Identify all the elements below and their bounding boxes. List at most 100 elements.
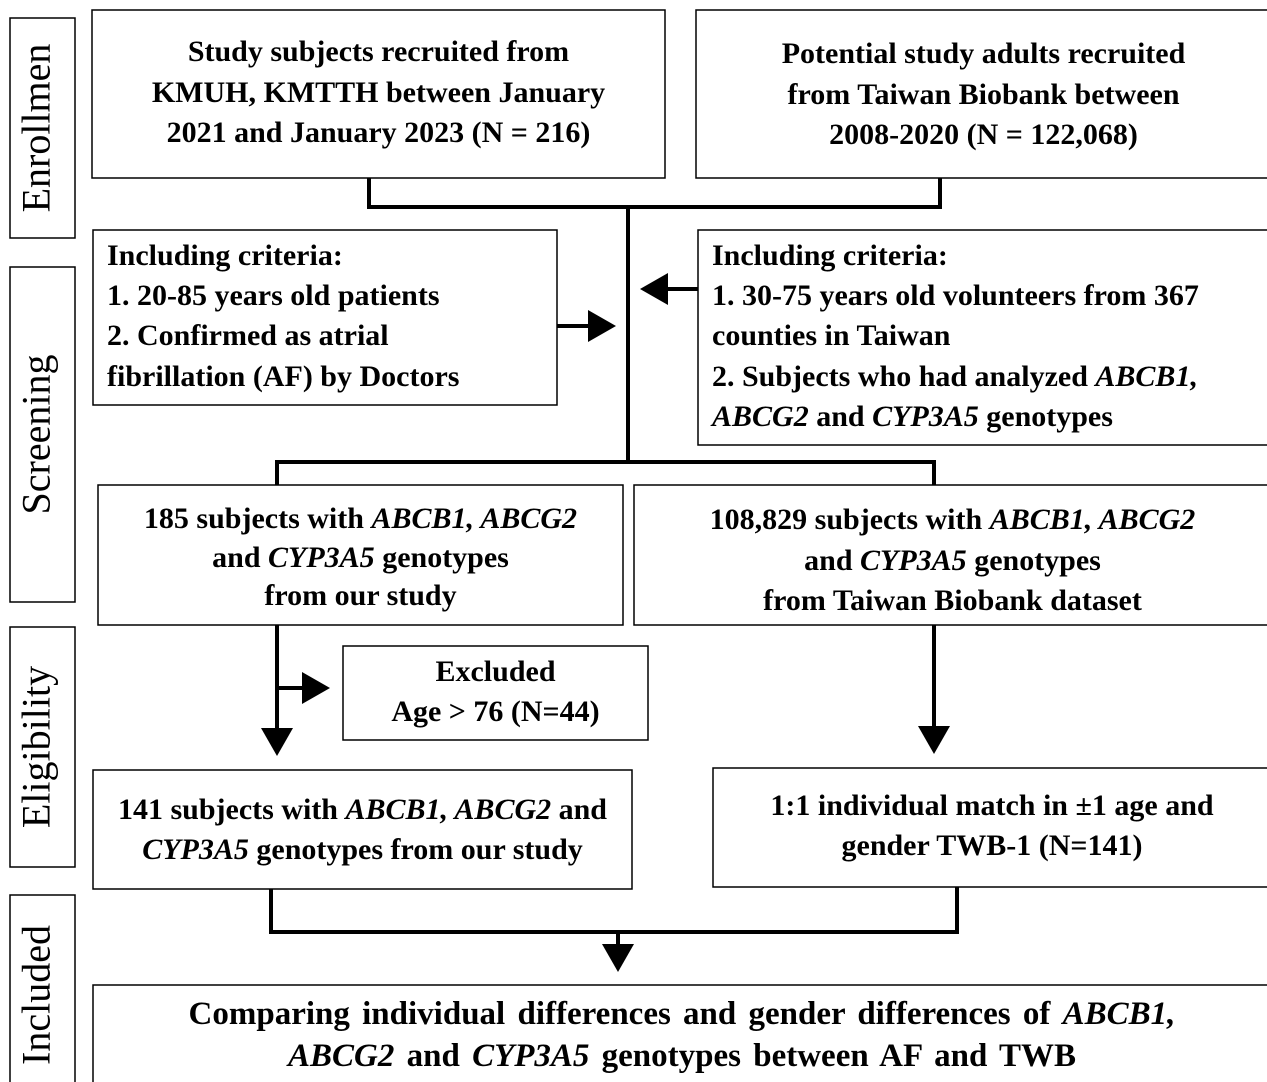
box: Potential study adults recruited from Tai… bbox=[695, 9, 1267, 179]
stage-box bbox=[9, 626, 76, 868]
box-text-line: ABCG2 and CYP3A5 genotypes between AF an… bbox=[286, 1038, 1076, 1074]
box-frame bbox=[97, 484, 624, 626]
text-run: ABCG2 bbox=[286, 1038, 394, 1074]
box-text-line: gender TWB-1 (N=141) bbox=[842, 829, 1143, 862]
box-text-line: Potential study adults recruited bbox=[782, 37, 1186, 70]
box-frame bbox=[92, 984, 1267, 1082]
text-run: 2008-2020 (N = 122,068) bbox=[829, 118, 1138, 151]
text-run: 1:1 individual match in ±1 age and bbox=[770, 789, 1214, 822]
box-text-line: KMUH, KMTTH between January bbox=[152, 76, 605, 109]
text-run: CYP3A5 bbox=[872, 400, 979, 433]
box-text-line: 1:1 individual match in ±1 age and bbox=[770, 789, 1214, 822]
box-text-line: 2. Confirmed as atrial bbox=[107, 319, 389, 352]
text-run: genotypes bbox=[979, 400, 1113, 433]
box-frame bbox=[92, 229, 558, 406]
text-run: Potential study adults recruited bbox=[782, 37, 1186, 70]
text-run: genotypes between AF and TWB bbox=[589, 1038, 1076, 1074]
box: Comparing individual differences and gen… bbox=[92, 984, 1267, 1082]
box: Excluded Age > 76 (N=44) bbox=[342, 645, 649, 741]
stage-box bbox=[9, 894, 76, 1082]
box-text-line: Comparing individual differences and gen… bbox=[189, 996, 1176, 1032]
box: 1:1 individual match in ±1 age and gender… bbox=[712, 767, 1267, 888]
text-run: ABCB1, ABCG2 bbox=[988, 503, 1196, 536]
text-run: CYP3A5 bbox=[472, 1038, 589, 1074]
text-run: from Taiwan Biobank dataset bbox=[763, 584, 1142, 617]
box-text-line: from Taiwan Biobank between bbox=[787, 78, 1179, 111]
box-frame bbox=[712, 767, 1267, 888]
text-run: CYP3A5 bbox=[860, 544, 967, 577]
text-run: genotypes from our study bbox=[249, 833, 583, 866]
text-run: and bbox=[551, 793, 607, 826]
stage-label: Enrollmen bbox=[14, 44, 59, 213]
box-text-line: 2. Subjects who had analyzed ABCB1, bbox=[712, 360, 1198, 393]
box: 185 subjects with ABCB1, ABCG2 and CYP3A5… bbox=[97, 484, 624, 626]
box-text-line: fibrillation (AF) by Doctors bbox=[107, 360, 459, 393]
text-run: and bbox=[212, 541, 268, 574]
text-run: Including criteria: bbox=[712, 239, 948, 272]
box-text-line: Age > 76 (N=44) bbox=[391, 695, 599, 728]
box-text-line: 108,829 subjects with ABCB1, ABCG2 bbox=[710, 503, 1196, 536]
connectors bbox=[261, 178, 959, 972]
box-text-line: and CYP3A5 genotypes bbox=[212, 541, 509, 574]
stage-box bbox=[9, 266, 76, 603]
text-run: gender TWB-1 (N=141) bbox=[842, 829, 1143, 862]
text-run: 2021 and January 2023 (N = 216) bbox=[167, 116, 591, 149]
box-text-line: 2008-2020 (N = 122,068) bbox=[829, 118, 1138, 151]
box-text-line: CYP3A5 genotypes from our study bbox=[142, 833, 583, 866]
box-text-line: 2021 and January 2023 (N = 216) bbox=[167, 116, 591, 149]
connector bbox=[269, 887, 959, 934]
box-text-line: Including criteria: bbox=[107, 239, 343, 272]
connector bbox=[367, 178, 942, 209]
box-frame bbox=[695, 9, 1267, 179]
text-run: 2. Subjects who had analyzed bbox=[712, 360, 1095, 393]
text-run: 185 subjects with bbox=[144, 502, 372, 535]
stage-box bbox=[9, 17, 76, 239]
text-run: CYP3A5 bbox=[268, 541, 375, 574]
text-run: Including criteria: bbox=[107, 239, 343, 272]
box-text-line: Including criteria: bbox=[712, 239, 948, 272]
text-run: 2. Confirmed as atrial bbox=[107, 319, 389, 352]
box: Including criteria: 1. 30-75 years old vo… bbox=[697, 229, 1267, 446]
text-run: genotypes bbox=[967, 544, 1101, 577]
connector bbox=[275, 460, 936, 485]
box: Study subjects recruited from KMUH, KMTTH… bbox=[91, 9, 666, 179]
text-run: Study subjects recruited from bbox=[188, 35, 569, 68]
box-text-line: Study subjects recruited from bbox=[188, 35, 569, 68]
text-run: 1. 30-75 years old volunteers from 367 bbox=[712, 279, 1199, 312]
text-run: and bbox=[809, 400, 872, 433]
box-text-line: 1. 20-85 years old patients bbox=[107, 279, 440, 312]
box-frame bbox=[91, 9, 666, 179]
box: Including criteria: 1. 20-85 years old pa… bbox=[92, 229, 558, 406]
text-run: from Taiwan Biobank between bbox=[787, 78, 1179, 111]
box-text-line: 141 subjects with ABCB1, ABCG2 and bbox=[118, 793, 607, 826]
text-run: 108,829 subjects with bbox=[710, 503, 990, 536]
text-run: 141 subjects with bbox=[118, 793, 346, 826]
text-run: ABCB1, ABCG2 bbox=[344, 793, 552, 826]
box-text-line: Excluded bbox=[435, 655, 555, 688]
box-frame bbox=[697, 229, 1267, 446]
stage-label: Screening bbox=[14, 355, 59, 515]
box: 108,829 subjects with ABCB1, ABCG2 and CY… bbox=[633, 484, 1267, 626]
box-text-line: counties in Taiwan bbox=[712, 319, 951, 352]
text-run: from our study bbox=[264, 579, 456, 612]
text-run: and bbox=[804, 544, 860, 577]
box-text-line: 1. 30-75 years old volunteers from 367 bbox=[712, 279, 1199, 312]
text-run: Comparing individual differences and gen… bbox=[189, 996, 1063, 1032]
box-frame bbox=[633, 484, 1267, 626]
text-run: Excluded bbox=[435, 655, 555, 688]
text-run: 1. 20-85 years old patients bbox=[107, 279, 440, 312]
text-run: CYP3A5 bbox=[142, 833, 249, 866]
box-text-line: and CYP3A5 genotypes bbox=[804, 544, 1101, 577]
box-text-line: from Taiwan Biobank dataset bbox=[763, 584, 1142, 617]
text-run: ABCB1, ABCG2 bbox=[369, 502, 577, 535]
text-run: ABCG2 bbox=[710, 400, 809, 433]
stage-label: Eligibility bbox=[14, 666, 59, 828]
box-text-line: ABCG2 and CYP3A5 genotypes bbox=[710, 400, 1113, 433]
text-run: genotypes bbox=[375, 541, 509, 574]
text-run: Age > 76 (N=44) bbox=[391, 695, 599, 728]
box-frame bbox=[342, 645, 649, 741]
text-run: fibrillation (AF) by Doctors bbox=[107, 360, 459, 393]
box-frame bbox=[92, 769, 633, 890]
text-run: ABCB1, bbox=[1061, 996, 1176, 1032]
